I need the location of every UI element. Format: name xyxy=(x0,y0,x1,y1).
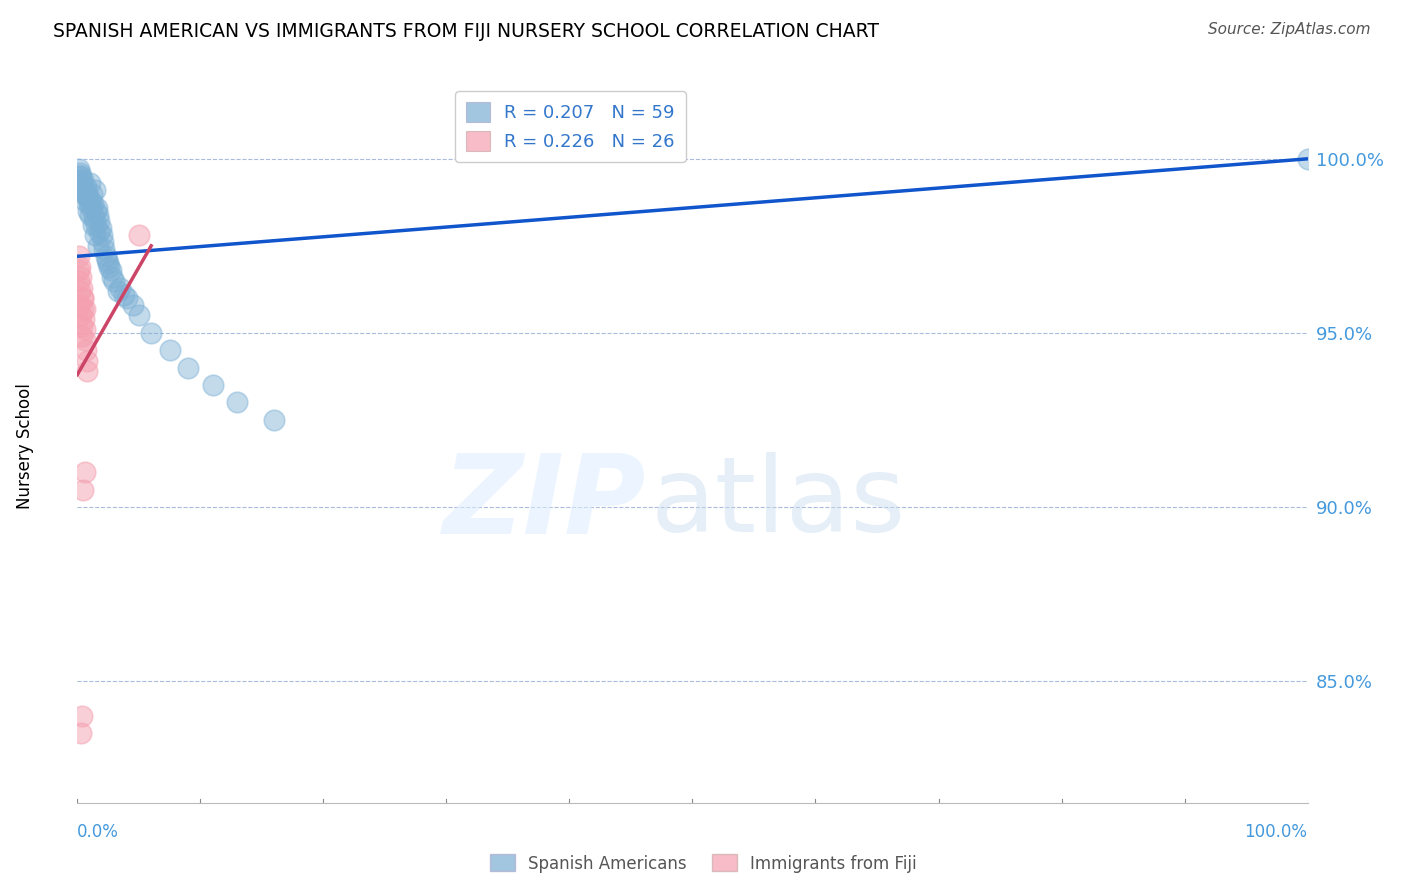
Point xyxy=(1296,152,1319,166)
Point xyxy=(141,326,163,340)
Point xyxy=(80,201,103,215)
Point xyxy=(201,378,224,392)
Text: 0.0%: 0.0% xyxy=(77,822,120,840)
Point xyxy=(110,280,132,294)
Point xyxy=(115,291,138,305)
Point xyxy=(69,260,91,274)
Point xyxy=(73,322,96,336)
Point xyxy=(90,228,114,243)
Point xyxy=(94,249,117,263)
Point xyxy=(70,280,93,294)
Point xyxy=(70,270,93,285)
Point xyxy=(83,211,105,225)
Point xyxy=(67,162,90,177)
Point xyxy=(75,333,97,347)
Point xyxy=(76,186,98,201)
Point xyxy=(77,190,100,204)
Point xyxy=(72,483,94,497)
Point xyxy=(79,176,101,190)
Point xyxy=(69,284,91,298)
Point xyxy=(72,291,94,305)
Point xyxy=(70,179,93,194)
Point xyxy=(67,263,90,277)
Text: Source: ZipAtlas.com: Source: ZipAtlas.com xyxy=(1208,22,1371,37)
Point xyxy=(70,726,93,740)
Point xyxy=(121,298,143,312)
Point xyxy=(101,270,124,285)
Point xyxy=(76,204,98,219)
Point xyxy=(159,343,181,358)
Point xyxy=(76,190,98,204)
Point xyxy=(72,172,94,186)
Point xyxy=(69,166,91,180)
Point xyxy=(77,197,100,211)
Point xyxy=(70,329,93,343)
Point xyxy=(98,260,121,274)
Legend: R = 0.207   N = 59, R = 0.226   N = 26: R = 0.207 N = 59, R = 0.226 N = 26 xyxy=(456,91,686,161)
Point xyxy=(69,172,91,186)
Point xyxy=(75,194,97,208)
Point xyxy=(86,239,108,253)
Point xyxy=(80,194,103,208)
Point xyxy=(128,228,150,243)
Legend: Spanish Americans, Immigrants from Fiji: Spanish Americans, Immigrants from Fiji xyxy=(482,847,924,880)
Point xyxy=(69,298,91,312)
Point xyxy=(70,176,93,190)
Text: atlas: atlas xyxy=(651,452,907,554)
Point xyxy=(75,343,97,358)
Point xyxy=(103,274,125,288)
Text: ZIP: ZIP xyxy=(443,450,647,557)
Point xyxy=(70,318,93,333)
Point xyxy=(90,221,112,235)
Point xyxy=(100,263,122,277)
Point xyxy=(67,249,90,263)
Point xyxy=(73,312,96,326)
Point xyxy=(83,183,105,197)
Point xyxy=(128,309,150,323)
Point xyxy=(89,214,111,228)
Text: SPANISH AMERICAN VS IMMIGRANTS FROM FIJI NURSERY SCHOOL CORRELATION CHART: SPANISH AMERICAN VS IMMIGRANTS FROM FIJI… xyxy=(53,22,879,41)
Point xyxy=(96,252,118,267)
Point xyxy=(79,207,101,221)
Point xyxy=(93,243,115,257)
Point xyxy=(86,201,108,215)
Point xyxy=(82,197,104,211)
Point xyxy=(112,287,135,301)
Point xyxy=(76,364,98,378)
Point xyxy=(67,274,90,288)
Point xyxy=(72,301,94,316)
Point xyxy=(76,353,98,368)
Point xyxy=(87,225,110,239)
Point xyxy=(73,301,96,316)
Point xyxy=(86,218,108,232)
Point xyxy=(70,309,93,323)
Point xyxy=(67,169,90,184)
Point xyxy=(97,256,120,270)
Text: 100.0%: 100.0% xyxy=(1244,822,1308,840)
Point xyxy=(70,169,93,184)
Point xyxy=(87,207,110,221)
Point xyxy=(84,204,107,219)
Point xyxy=(84,228,107,243)
Point xyxy=(72,291,94,305)
Point xyxy=(91,235,114,250)
Point xyxy=(107,284,129,298)
Point xyxy=(82,186,104,201)
Text: Nursery School: Nursery School xyxy=(17,383,34,509)
Point xyxy=(263,413,285,427)
Point xyxy=(72,183,94,197)
Point xyxy=(73,186,96,201)
Point xyxy=(226,395,249,409)
Point xyxy=(177,360,200,375)
Point xyxy=(73,465,96,479)
Point xyxy=(82,218,104,232)
Point xyxy=(70,708,93,723)
Point xyxy=(75,179,97,194)
Point xyxy=(73,183,96,197)
